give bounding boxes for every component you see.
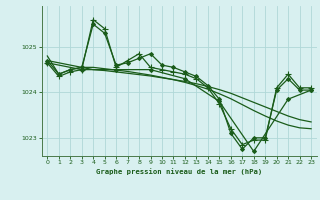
- X-axis label: Graphe pression niveau de la mer (hPa): Graphe pression niveau de la mer (hPa): [96, 168, 262, 175]
